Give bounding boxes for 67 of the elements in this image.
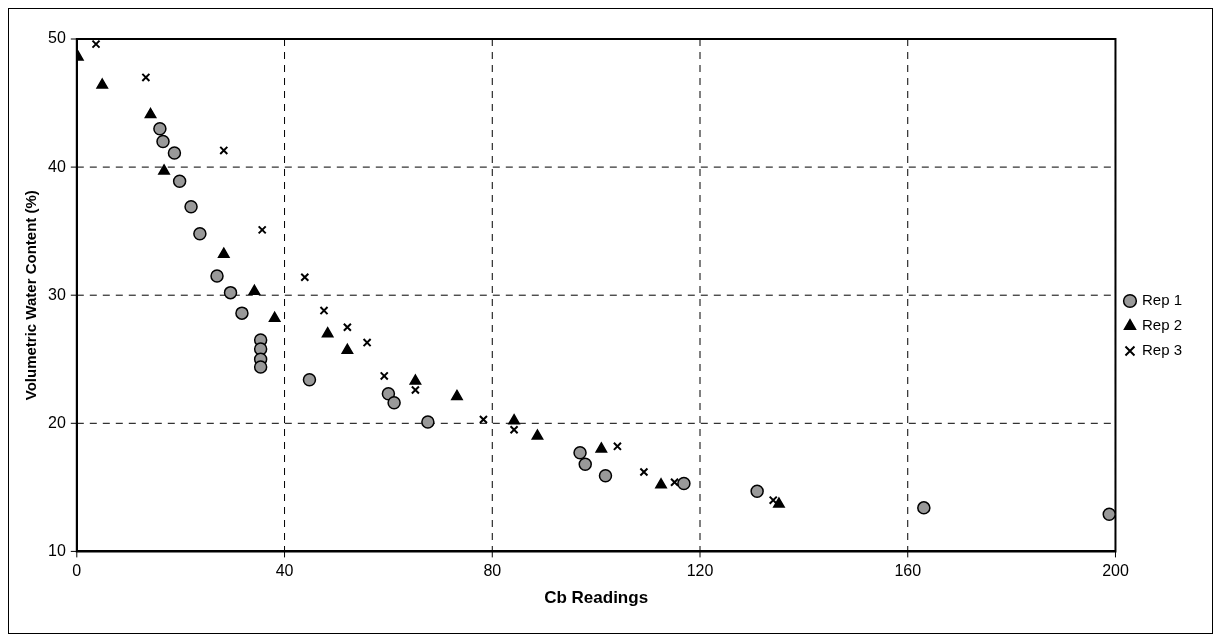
- y-tick-label: 20: [48, 413, 66, 431]
- x-tick-label: 120: [686, 562, 714, 580]
- point: [248, 284, 261, 296]
- point: [144, 107, 157, 119]
- point: [268, 311, 281, 323]
- x-tick-label: 160: [894, 562, 922, 580]
- point: [478, 414, 488, 424]
- point: [531, 429, 544, 440]
- legend-label: Rep 2: [1141, 316, 1182, 334]
- point: [341, 343, 354, 355]
- point: [573, 446, 587, 460]
- point: [509, 425, 519, 435]
- point: [302, 373, 317, 387]
- point: [167, 146, 182, 160]
- point: [253, 360, 268, 374]
- point: [235, 306, 249, 320]
- point: [217, 247, 230, 258]
- y-tick-label: 40: [48, 157, 66, 175]
- point: [639, 467, 649, 477]
- point: [421, 415, 435, 429]
- point: [219, 145, 229, 155]
- x-axis-title: Cb Readings: [544, 588, 649, 608]
- point: [172, 174, 187, 188]
- point: [768, 495, 778, 505]
- point: [773, 497, 785, 508]
- point: [184, 200, 198, 214]
- point: [158, 164, 170, 175]
- point: [141, 72, 151, 82]
- point: [342, 322, 352, 332]
- y-tick-label: 10: [48, 541, 66, 559]
- x-tick-label: 0: [72, 562, 82, 580]
- point: [153, 121, 167, 136]
- point: [595, 442, 608, 453]
- x-tick-label: 40: [275, 562, 294, 580]
- point: [750, 484, 764, 498]
- point: [257, 225, 267, 235]
- point: [508, 413, 521, 425]
- point: [655, 478, 667, 489]
- point: [91, 39, 101, 49]
- point: [362, 338, 372, 348]
- point: [410, 385, 420, 395]
- point: [677, 476, 691, 491]
- point: [319, 306, 329, 316]
- point: [223, 285, 238, 300]
- point: [96, 78, 109, 89]
- point: [210, 269, 224, 283]
- x-tick-label: 80: [483, 562, 502, 580]
- y-tick-label: 50: [48, 29, 66, 47]
- x-tick-label: 200: [1102, 562, 1129, 580]
- point: [387, 396, 401, 410]
- point: [321, 326, 334, 338]
- point: [1102, 507, 1116, 521]
- point: [598, 469, 613, 483]
- point: [612, 441, 622, 451]
- point: [670, 477, 680, 487]
- point: [379, 371, 389, 381]
- point: [451, 389, 463, 401]
- point: [300, 272, 310, 282]
- point: [578, 457, 592, 472]
- point: [193, 226, 207, 241]
- legend-label: Rep 1: [1141, 291, 1182, 309]
- y-axis-title: Volumetric Water Content (%): [22, 190, 40, 401]
- y-tick-label: 30: [48, 285, 66, 303]
- legend-label: Rep 3: [1141, 341, 1182, 359]
- point: [156, 134, 170, 149]
- point: [409, 374, 422, 385]
- point: [917, 501, 931, 515]
